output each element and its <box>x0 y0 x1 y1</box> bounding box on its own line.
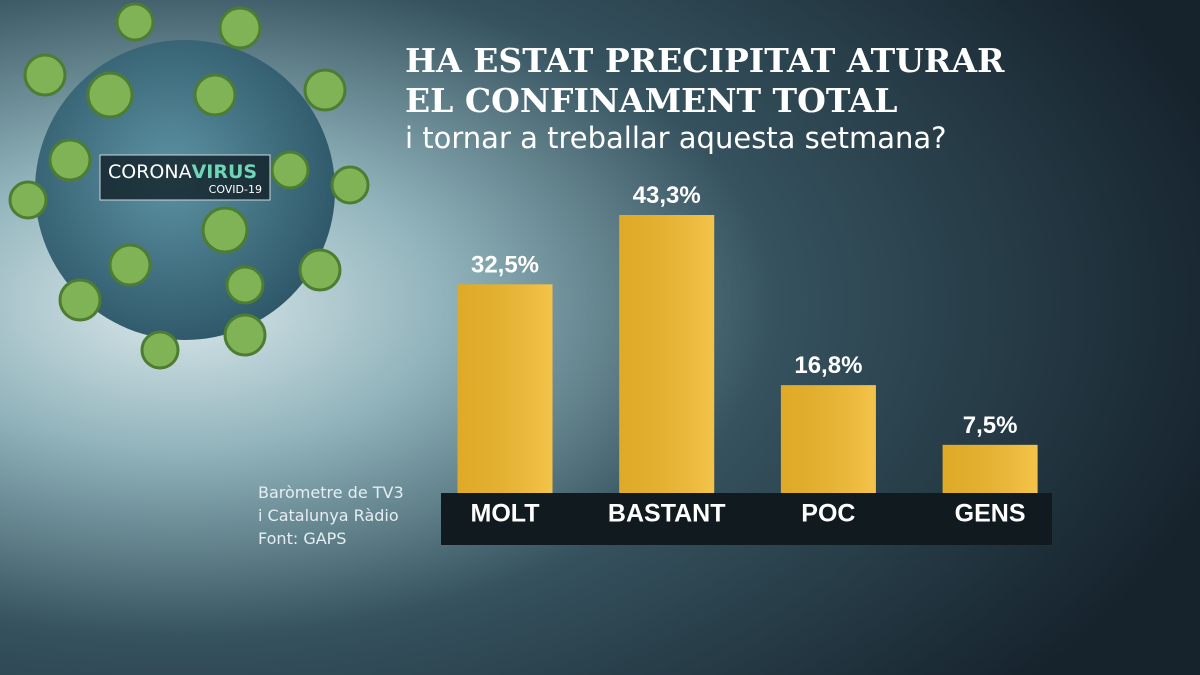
logo: CORONAVIRUS COVID-19 <box>99 154 271 201</box>
category-strip <box>441 493 1052 545</box>
category-label: BASTANT <box>608 500 726 528</box>
category-label: GENS <box>955 500 1026 528</box>
value-label: 32,5% <box>471 251 539 278</box>
bar-shine <box>619 215 715 493</box>
category-label: MOLT <box>471 500 540 528</box>
source: i Catalunya Ràdio <box>258 506 399 525</box>
logo-sub: COVID-19 <box>209 183 262 196</box>
value-label: 43,3% <box>633 182 701 209</box>
logo-text: CORONAVIRUS <box>108 161 257 183</box>
source: Baròmetre de TV3 <box>258 483 404 502</box>
bar-shine <box>780 385 876 493</box>
logo-word: VIRUS <box>192 161 258 183</box>
chart-title: HA ESTAT PRECIPITAT ATURAR <box>405 41 1005 80</box>
bar-shine <box>457 284 553 493</box>
bar-shine <box>942 444 1038 493</box>
value-label: 7,5% <box>963 412 1018 439</box>
logo-word: CORONA <box>108 161 192 183</box>
chart-subtitle: i tornar a treballar aquesta setmana? <box>405 121 947 155</box>
chart-title: EL CONFINAMENT TOTAL <box>405 81 897 120</box>
value-label: 16,8% <box>794 352 862 379</box>
source: Font: GAPS <box>258 529 346 548</box>
category-label: POC <box>801 500 855 528</box>
